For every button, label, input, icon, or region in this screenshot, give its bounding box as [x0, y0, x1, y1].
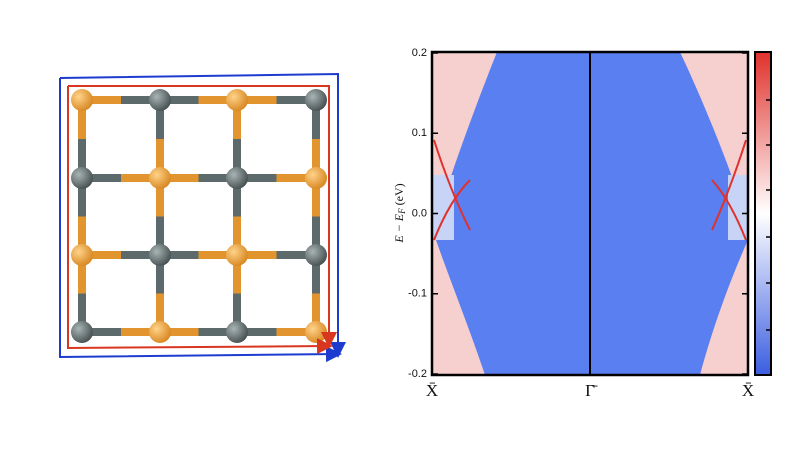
- y-label-main: E − E: [392, 213, 406, 243]
- y-tick-label: 0.0: [412, 207, 427, 219]
- y-tick-label: -0.1: [408, 288, 427, 300]
- y-tick-label: -0.2: [408, 368, 427, 380]
- y-tick-label: 0.2: [412, 47, 427, 59]
- y-axis-label: E − EF (eV): [392, 183, 407, 243]
- atom: [226, 89, 248, 111]
- atom: [226, 321, 248, 343]
- x-tick-label: X̄: [742, 381, 754, 400]
- x-tick-label: Γ̄: [585, 381, 598, 400]
- y-label-unit: (eV): [392, 183, 406, 205]
- atom: [71, 167, 93, 189]
- atom: [226, 244, 248, 266]
- cell-outlines: [59, 72, 346, 363]
- lattice-diagram: [71, 89, 327, 343]
- band-heatmap: [430, 50, 750, 377]
- atom: [71, 321, 93, 343]
- atom: [305, 244, 327, 266]
- atom: [71, 89, 93, 111]
- atom: [305, 321, 327, 343]
- atom: [71, 244, 93, 266]
- colorbar: [754, 51, 772, 376]
- atom: [149, 321, 171, 343]
- atom: [149, 244, 171, 266]
- y-tick-label: 0.1: [412, 127, 427, 139]
- y-label-sub: F: [397, 208, 407, 215]
- atom: [149, 89, 171, 111]
- atom: [305, 89, 327, 111]
- atom: [149, 167, 171, 189]
- x-tick-label: X̄: [426, 381, 438, 400]
- atom: [305, 167, 327, 189]
- atom: [226, 167, 248, 189]
